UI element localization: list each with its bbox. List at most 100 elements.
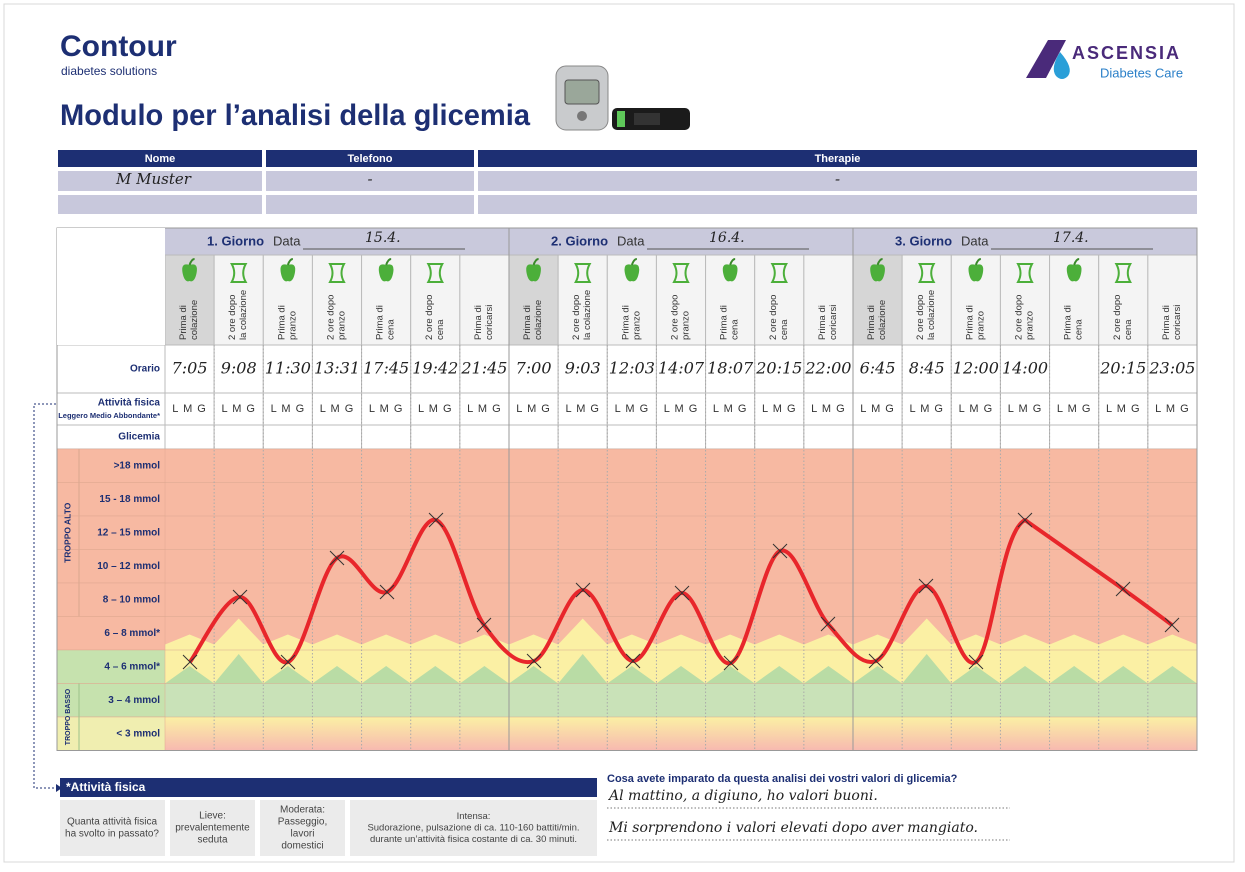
slot-label: colazione: [533, 300, 544, 340]
slot-label: 2 ore dopo: [1112, 295, 1123, 340]
slot-label: Prima di: [719, 305, 730, 340]
grid-corner: [57, 228, 165, 345]
zone-label: 4 – 6 mmol*: [104, 661, 160, 672]
row-cell: [411, 425, 460, 449]
day-header-row: [165, 228, 1197, 255]
activity-options: L M G: [909, 403, 944, 415]
legend-text: domestici: [281, 841, 323, 852]
brand: Contour: [60, 30, 177, 63]
row-label: Attività fisica: [98, 398, 161, 409]
legend-text: prevalentemente: [175, 823, 250, 834]
time-entry: 20:15: [1099, 359, 1146, 378]
activity-options: L M G: [860, 403, 895, 415]
row-label: Orario: [130, 364, 160, 375]
slot-label: Prima di: [522, 305, 533, 340]
time-entry: 14:00: [1002, 359, 1048, 378]
legend-text: lavori: [291, 829, 315, 840]
patient-empty-cell: [58, 195, 262, 214]
patient-column: Telefono: [347, 153, 392, 165]
activity-options: L M G: [615, 403, 650, 415]
time-entry: 13:31: [314, 359, 360, 378]
slot-label: Prima di: [1063, 305, 1074, 340]
zone-label: 8 – 10 mmol: [103, 594, 160, 605]
slot-label: la colazione: [926, 290, 937, 340]
activity-options: L M G: [762, 403, 797, 415]
activity-options: L M G: [467, 403, 502, 415]
activity-options: L M G: [811, 403, 846, 415]
row-cell: [755, 425, 804, 449]
activity-options: L M G: [418, 403, 453, 415]
legend-text: Quanta attività fisica: [67, 817, 157, 828]
row-cell: [902, 425, 951, 449]
slot-label: coricarsi: [484, 305, 495, 340]
legend-text: Lieve:: [199, 811, 226, 822]
row-cell: [509, 425, 558, 449]
day-date: 15.4.: [365, 230, 401, 246]
date-label: Data: [273, 233, 301, 248]
zone-low: [165, 684, 1197, 718]
day-label: 1. Giorno: [207, 233, 264, 248]
activity-options: L M G: [271, 403, 306, 415]
row-cell: [1050, 345, 1099, 393]
activity-options: L M G: [1057, 403, 1092, 415]
legend-text: seduta: [197, 835, 227, 846]
time-entry: 14:07: [658, 359, 705, 378]
time-entry: 9:03: [565, 359, 601, 378]
row-sublabel: Leggero Medio Abbondante*: [58, 411, 160, 420]
patient-empty-cell: [478, 195, 1197, 214]
slot-label: Prima di: [964, 305, 975, 340]
activity-options: L M G: [565, 403, 600, 415]
slot-label: Prima di: [473, 305, 484, 340]
row-cell: [853, 425, 902, 449]
reflection-question: Cosa avete imparato da questa analisi de…: [607, 773, 958, 785]
legend-text: ha svolto in passato?: [65, 829, 159, 840]
patient-value: -: [835, 170, 840, 188]
patient-value: M Muster: [115, 170, 192, 188]
time-entry: 20:15: [755, 359, 802, 378]
slot-label: 2 ore dopo: [768, 295, 779, 340]
row-cell: [607, 425, 656, 449]
row-cell: [165, 425, 214, 449]
activity-options: L M G: [959, 403, 994, 415]
slot-label: colazione: [877, 300, 888, 340]
slot-label: 2 ore dopo: [1014, 295, 1025, 340]
zone-label: 15 - 18 mmol: [99, 494, 160, 505]
time-entry: 12:00: [953, 359, 999, 378]
zone-label: 12 – 15 mmol: [97, 527, 160, 538]
slot-label: Prima di: [276, 305, 287, 340]
day-label: 3. Giorno: [895, 233, 952, 248]
slot-label: Prima di: [178, 305, 189, 340]
page: Contourdiabetes solutionsModulo per l’an…: [0, 0, 1245, 872]
time-entry: 8:45: [909, 359, 945, 378]
patient-value: -: [367, 170, 372, 188]
slot-label: Prima di: [375, 305, 386, 340]
activity-options: L M G: [221, 403, 256, 415]
row-label: Glicemia: [118, 432, 160, 443]
activity-options: L M G: [320, 403, 355, 415]
slot-label: la colazione: [238, 290, 249, 340]
slot-label: Prima di: [620, 305, 631, 340]
brand-sub: diabetes solutions: [61, 64, 157, 78]
slot-label: cena: [1074, 319, 1085, 340]
zone-group: TROPPO ALTO: [62, 502, 72, 563]
reflection-answer: Al mattino, a digiuno, ho valori buoni.: [607, 788, 878, 804]
time-entry: 11:30: [265, 359, 311, 378]
row-cell: [951, 425, 1000, 449]
slot-label: pranzo: [681, 311, 692, 340]
slot-label: coricarsi: [828, 305, 839, 340]
row-cell: [263, 425, 312, 449]
time-entry: 22:00: [804, 359, 851, 378]
slot-label: 2 ore dopo: [424, 295, 435, 340]
row-cell: [312, 425, 361, 449]
slot-label: cena: [779, 319, 790, 340]
zone-label: >18 mmol: [114, 460, 161, 471]
slot-label: 2 ore dopo: [915, 295, 926, 340]
slot-label: colazione: [189, 300, 200, 340]
activity-options: L M G: [664, 403, 699, 415]
row-cell: [1000, 425, 1049, 449]
date-label: Data: [617, 233, 645, 248]
activity-options: L M G: [369, 403, 404, 415]
slot-label: Prima di: [866, 305, 877, 340]
partner: ASCENSIA: [1072, 43, 1181, 63]
slot-label: cena: [730, 319, 741, 340]
